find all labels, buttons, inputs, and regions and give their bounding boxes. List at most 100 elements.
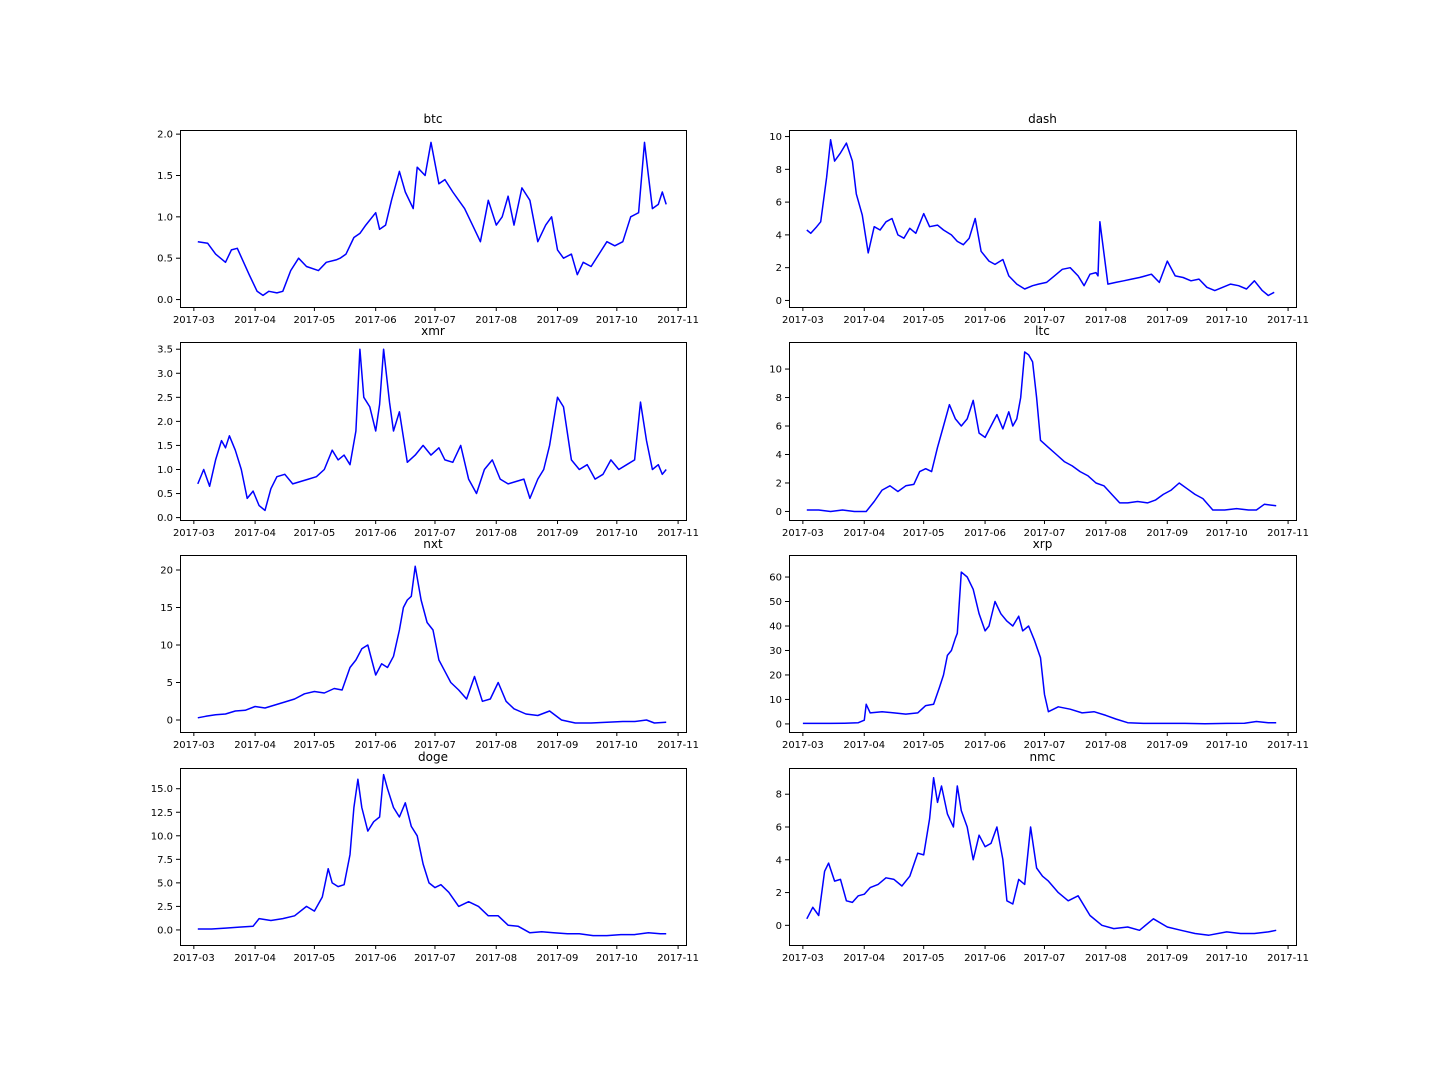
x-tick-label: 2017-10 <box>596 953 638 964</box>
x-tick-label: 2017-09 <box>537 528 579 539</box>
x-tick-label: 2017-05 <box>294 953 336 964</box>
x-tick-label: 2017-08 <box>1085 315 1127 326</box>
series-line-nmc <box>806 777 1277 936</box>
x-tick-label: 2017-04 <box>234 740 276 751</box>
y-tick-label: 7.5 <box>157 855 173 866</box>
series-line-dash <box>806 139 1275 297</box>
x-tick-label: 2017-04 <box>843 953 885 964</box>
x-tick-label: 2017-11 <box>657 528 699 539</box>
x-tick-label: 2017-04 <box>843 740 885 751</box>
y-tick-label: 4 <box>776 230 782 241</box>
x-tick-label: 2017-04 <box>234 528 276 539</box>
series-line-ltc <box>806 351 1277 513</box>
chart-title: nxt <box>423 537 443 551</box>
x-tick-label: 2017-06 <box>355 528 397 539</box>
x-tick-label: 2017-06 <box>964 528 1006 539</box>
x-tick-label: 2017-05 <box>903 528 945 539</box>
subplot-dash: dash 2017-03 2017-04 2017-05 2017-06 2017-07 2… <box>769 112 1309 326</box>
x-tick-label: 2017-03 <box>173 953 215 964</box>
axes-frame <box>789 555 1297 733</box>
y-tick-label: 2.5 <box>157 393 173 404</box>
y-tick-label: 2 <box>776 478 782 489</box>
subplot-doge: doge 2017-03 2017-04 2017-05 2017-06 2017-07 2… <box>151 750 699 964</box>
x-tick-label: 2017-07 <box>1024 315 1066 326</box>
y-tick-label: 2.0 <box>157 130 173 141</box>
y-tick-label: 6 <box>776 198 782 209</box>
y-tick-label: 0 <box>776 507 782 518</box>
x-tick-label: 2017-04 <box>843 528 885 539</box>
x-tick-label: 2017-09 <box>1146 315 1188 326</box>
x-tick-label: 2017-05 <box>294 528 336 539</box>
x-tick-label: 2017-07 <box>1024 528 1066 539</box>
chart-title: doge <box>418 750 448 764</box>
x-tick-label: 2017-11 <box>657 953 699 964</box>
x-tick-label: 2017-10 <box>1206 953 1248 964</box>
y-tick-label: 4 <box>776 855 782 866</box>
x-tick-label: 2017-11 <box>1267 528 1309 539</box>
y-tick-label: 8 <box>776 165 782 176</box>
y-tick-label: 12.5 <box>151 808 173 819</box>
axes-frame <box>180 342 687 521</box>
series-line-btc <box>197 141 667 297</box>
y-tick-label: 10 <box>769 365 782 376</box>
y-tick-label: 50 <box>769 597 782 608</box>
y-tick-label: 2.0 <box>157 417 173 428</box>
chart-title: ltc <box>1035 324 1050 338</box>
series-line-xmr <box>197 348 667 512</box>
series-line-xrp <box>802 571 1277 725</box>
chart-title: btc <box>424 112 443 126</box>
axes-frame <box>789 342 1297 521</box>
y-tick-label: 6 <box>776 422 782 433</box>
x-tick-label: 2017-05 <box>294 315 336 326</box>
y-tick-label: 2 <box>776 888 782 899</box>
y-tick-label: 0 <box>776 719 782 730</box>
x-tick-label: 2017-07 <box>414 315 456 326</box>
y-tick-label: 15 <box>160 603 173 614</box>
y-tick-label: 1.0 <box>157 212 173 223</box>
y-tick-label: 20 <box>769 670 782 681</box>
x-tick-label: 2017-05 <box>294 740 336 751</box>
axes-frame <box>789 768 1297 946</box>
y-tick-label: 30 <box>769 646 782 657</box>
axes-frame <box>789 130 1297 308</box>
x-tick-label: 2017-09 <box>537 315 579 326</box>
x-tick-label: 2017-09 <box>537 740 579 751</box>
y-tick-label: 1.5 <box>157 441 173 452</box>
x-tick-label: 2017-06 <box>964 953 1006 964</box>
x-tick-label: 2017-11 <box>657 315 699 326</box>
x-tick-label: 2017-10 <box>1206 740 1248 751</box>
x-tick-label: 2017-09 <box>1146 528 1188 539</box>
subplot-xmr: xmr 2017-03 2017-04 2017-05 2017-06 2017-07 20… <box>157 324 699 539</box>
x-tick-label: 2017-10 <box>1206 315 1248 326</box>
x-tick-label: 2017-07 <box>414 953 456 964</box>
y-tick-label: 1.0 <box>157 465 173 476</box>
x-tick-label: 2017-03 <box>782 528 824 539</box>
y-tick-label: 10.0 <box>151 831 173 842</box>
x-tick-label: 2017-08 <box>475 953 517 964</box>
x-tick-label: 2017-03 <box>782 953 824 964</box>
y-tick-label: 0 <box>167 716 173 727</box>
x-tick-label: 2017-11 <box>1267 315 1309 326</box>
x-tick-label: 2017-09 <box>1146 740 1188 751</box>
x-tick-label: 2017-08 <box>1085 953 1127 964</box>
x-tick-label: 2017-06 <box>355 740 397 751</box>
chart-title: xmr <box>421 324 445 338</box>
y-tick-label: 1.5 <box>157 171 173 182</box>
x-tick-label: 2017-10 <box>596 528 638 539</box>
y-tick-label: 0 <box>776 296 782 307</box>
y-tick-label: 5.0 <box>157 878 173 889</box>
y-tick-label: 10 <box>769 132 782 143</box>
y-tick-label: 6 <box>776 823 782 834</box>
x-tick-label: 2017-11 <box>1267 740 1309 751</box>
x-tick-label: 2017-03 <box>173 315 215 326</box>
x-tick-label: 2017-04 <box>234 315 276 326</box>
x-tick-label: 2017-11 <box>657 740 699 751</box>
y-tick-label: 0.0 <box>157 925 173 936</box>
x-tick-label: 2017-03 <box>173 740 215 751</box>
chart-title: nmc <box>1030 750 1056 764</box>
y-tick-label: 40 <box>769 621 782 632</box>
y-tick-label: 5 <box>167 678 173 689</box>
x-tick-label: 2017-08 <box>475 740 517 751</box>
